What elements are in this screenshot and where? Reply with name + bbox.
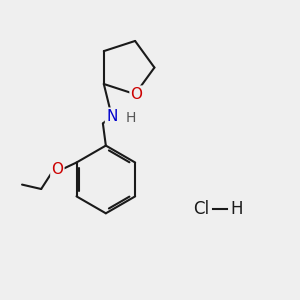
Text: H: H — [231, 200, 243, 218]
Text: O: O — [51, 162, 63, 177]
Text: Cl: Cl — [194, 200, 210, 218]
Text: H: H — [126, 111, 136, 124]
Text: O: O — [130, 87, 142, 102]
Text: N: N — [106, 109, 117, 124]
